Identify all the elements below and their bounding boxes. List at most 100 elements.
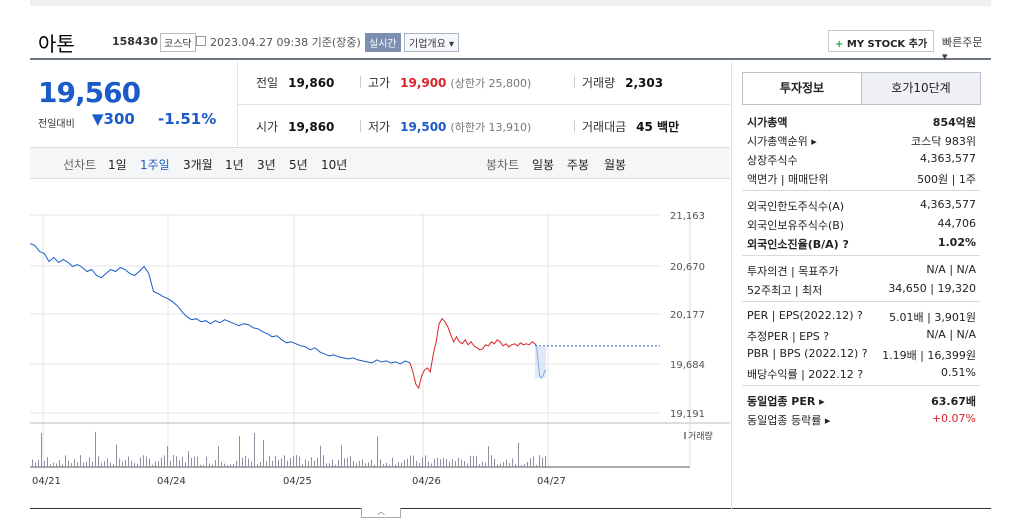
current-price: 19,560 — [38, 76, 141, 109]
divider — [574, 76, 575, 88]
info-row: 상장주식수 4,363,577 — [742, 149, 980, 168]
volume-bar — [320, 445, 321, 467]
tab-order-book[interactable]: 호가10단계 — [861, 72, 981, 105]
volume-bar — [191, 458, 192, 467]
period-3m[interactable]: 3개월 — [183, 158, 213, 172]
volume-bar — [527, 461, 528, 467]
volume-bar — [116, 444, 117, 467]
volume-bar — [146, 456, 147, 467]
volume-bar — [107, 458, 108, 467]
info-row[interactable]: 시가총액순위 ▸ 코스닥 983위 — [742, 130, 980, 149]
candle-daily[interactable]: 일봉 — [532, 158, 555, 172]
volume-bar — [221, 462, 222, 467]
realtime-badge[interactable]: 실시간 — [365, 33, 401, 52]
volume-bar — [83, 462, 84, 467]
volume-bar — [122, 461, 123, 467]
volume-bar — [362, 459, 363, 467]
volume-bar — [50, 464, 51, 467]
y-tick-label: 20,670 — [670, 262, 705, 273]
volume-bar — [347, 457, 348, 467]
info-row-label: 투자의견 | 목표주가 — [747, 265, 839, 278]
candle-chart-header: 봉차트 — [486, 158, 520, 172]
volume-bar — [56, 463, 57, 467]
volume-bar — [314, 460, 315, 467]
info-row-label: 외국인소진율(B/A) ? — [747, 238, 849, 251]
volume-bar — [137, 463, 138, 467]
volume-bar — [197, 456, 198, 467]
stat-volume: 거래량 2,303 — [582, 74, 663, 91]
info-row-value: 4,363,577 — [920, 198, 976, 211]
volume-bar — [515, 464, 516, 467]
y-tick-label: 19,191 — [670, 409, 705, 420]
volume-bar — [59, 460, 60, 467]
period-1w[interactable]: 1주일 — [140, 158, 170, 172]
volume-bar — [65, 455, 66, 467]
divider — [742, 255, 980, 256]
info-row: PBR | BPS (2022.12) ? 1.19배 | 16,399원 — [742, 344, 980, 363]
period-3y[interactable]: 3년 — [257, 158, 276, 172]
info-row-label: 상장주식수 — [747, 154, 798, 167]
add-mystock-button[interactable]: + MY STOCK 추가 — [828, 30, 935, 52]
volume-bar — [458, 457, 459, 467]
volume-bar — [281, 458, 282, 467]
x-tick-label: 04/21 — [32, 476, 61, 487]
quick-order-button[interactable]: 빠른주문 ▾ — [942, 36, 983, 63]
candle-weekly[interactable]: 주봉 — [567, 158, 590, 172]
volume-bar — [263, 439, 264, 467]
volume-bar — [335, 464, 336, 467]
period-5y[interactable]: 5년 — [289, 158, 308, 172]
volume-bar — [422, 457, 423, 467]
info-row: 액면가 | 매매단위 500원 | 1주 — [742, 168, 980, 187]
volume-bar — [290, 457, 291, 467]
company-info-button[interactable]: 기업개요 ▾ — [404, 33, 459, 52]
volume-bar — [395, 464, 396, 467]
volume-bar — [104, 460, 105, 467]
volume-bar — [449, 461, 450, 467]
calendar-icon — [196, 36, 206, 46]
info-row: 추정PER | EPS ? N/A | N/A — [742, 325, 980, 344]
period-10y[interactable]: 10년 — [321, 158, 348, 172]
x-tick-label: 04/25 — [283, 476, 312, 487]
volume-bar — [167, 446, 168, 467]
volume-bar — [383, 463, 384, 467]
volume-bar — [512, 458, 513, 467]
y-tick-label: 19,684 — [670, 360, 705, 371]
candle-monthly[interactable]: 월봉 — [604, 158, 627, 172]
volume-bar — [260, 461, 261, 467]
info-row-label: 배당수익률 | 2022.12 ? — [747, 368, 864, 381]
price-chart[interactable]: 21,163 20,670 20,177 19,684 19,191 04/21 04/24… — [29, 180, 730, 510]
volume-bar — [203, 464, 204, 467]
datetime-text: 2023.04.27 09:38 기준(장중) — [210, 36, 361, 49]
volume-legend-swatch — [684, 432, 686, 439]
volume-bar — [479, 464, 480, 467]
stat-value: 19,860 — [288, 76, 335, 90]
volume-bar — [344, 458, 345, 467]
volume-bar — [332, 459, 333, 467]
period-1d[interactable]: 1일 — [108, 158, 127, 172]
volume-bar — [170, 460, 171, 467]
info-row-label: PBR | BPS (2022.12) ? — [747, 347, 868, 360]
volume-bar — [485, 462, 486, 467]
volume-bar — [80, 455, 81, 467]
volume-bar — [452, 459, 453, 467]
volume-bar — [425, 455, 426, 467]
volume-bar — [86, 461, 87, 467]
expand-chart-button[interactable]: ︿ — [361, 508, 401, 518]
y-tick-label: 21,163 — [670, 211, 705, 222]
info-row[interactable]: 동일업종 PER ▸ 63.67배 — [742, 390, 980, 409]
info-row: 배당수익률 | 2022.12 ? 0.51% — [742, 363, 980, 382]
volume-bar — [38, 459, 39, 467]
info-row-value: 코스닥 983위 — [911, 135, 976, 148]
info-row: PER | EPS(2022.12) ? 5.01배 | 3,901원 — [742, 306, 980, 325]
info-row-value: N/A | N/A — [926, 263, 976, 276]
volume-bar — [443, 457, 444, 467]
volume-bar — [419, 462, 420, 467]
volume-legend: 거래량 — [688, 430, 713, 442]
volume-bar — [77, 462, 78, 467]
info-row-value: 63.67배 — [931, 395, 976, 408]
period-1y[interactable]: 1년 — [225, 158, 244, 172]
volume-bar — [71, 463, 72, 467]
info-row[interactable]: 동일업종 등락률 ▸ +0.07% — [742, 409, 980, 428]
tab-investment-info[interactable]: 투자정보 — [742, 72, 862, 105]
volume-bar — [464, 461, 465, 467]
